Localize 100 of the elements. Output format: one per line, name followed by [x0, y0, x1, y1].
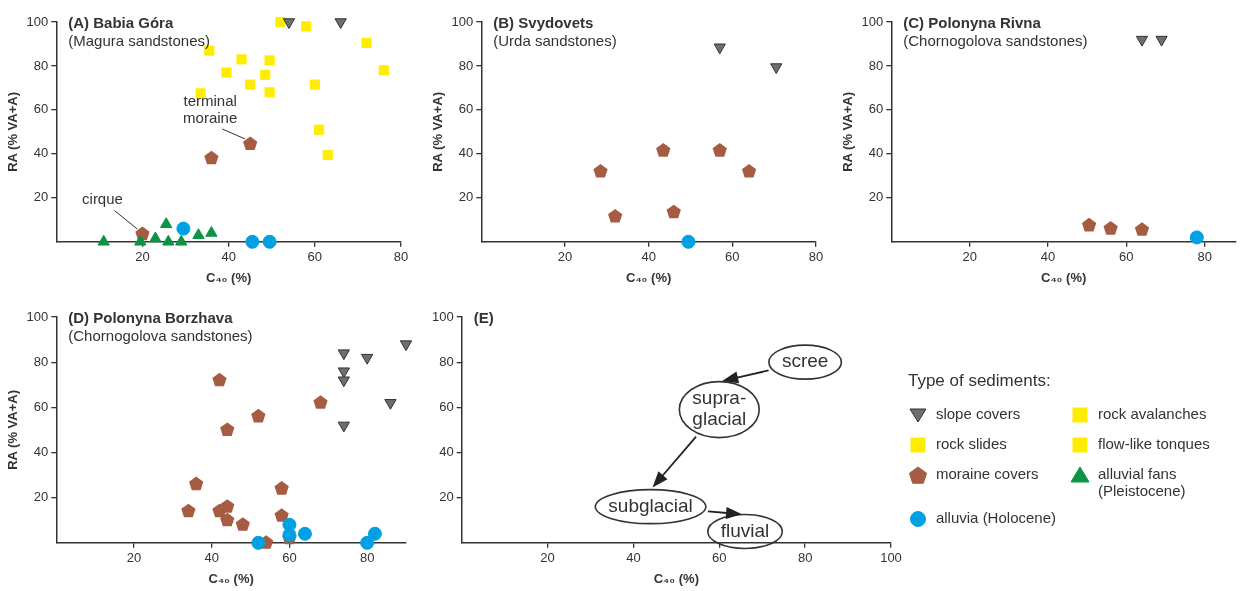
- chart-title: (E): [473, 308, 494, 326]
- y-tick-label: 40: [868, 145, 884, 161]
- point: [1134, 222, 1150, 236]
- point: [1155, 35, 1168, 47]
- x-tick-label: 20: [126, 550, 142, 566]
- point: [205, 226, 218, 237]
- point: [245, 79, 256, 90]
- x-tick-label: 60: [282, 550, 297, 566]
- text: (Urda sandstones): [493, 31, 617, 49]
- x-axis-title: C₄₀ (%): [208, 570, 254, 586]
- x-tick-label: 80: [359, 550, 375, 566]
- y-tick-label: 100: [26, 308, 49, 324]
- y-tick-label: 100: [431, 308, 454, 324]
- point: [301, 21, 312, 32]
- point: [770, 63, 783, 75]
- point: [264, 87, 275, 98]
- point: [251, 408, 266, 423]
- x-axis-title: C₄₀ (%): [1041, 269, 1087, 285]
- text: (Magura sandstones): [68, 31, 211, 49]
- legend-label: flow-like tonques: [1098, 435, 1210, 452]
- point: [189, 476, 204, 491]
- point: [741, 163, 757, 178]
- point: [176, 221, 191, 236]
- legend-label: rock avalanches: [1098, 405, 1207, 422]
- legend-label: slope covers: [935, 405, 1021, 422]
- point: [1189, 230, 1204, 245]
- point: [656, 143, 671, 157]
- y-tick-label: 80: [33, 353, 49, 369]
- y-tick-label: 20: [458, 189, 474, 205]
- point: [236, 54, 247, 65]
- point: [1135, 35, 1149, 47]
- annotation: cirque: [82, 190, 123, 208]
- point: [337, 421, 350, 433]
- point: [360, 535, 375, 550]
- point: [221, 67, 232, 78]
- annotation: subglacial: [608, 494, 693, 516]
- chart-title: (B) Svydovets: [493, 13, 594, 31]
- x-axis-title: C₄₀ (%): [206, 269, 252, 285]
- x-tick-label: 20: [962, 249, 977, 265]
- x-tick-label: 80: [393, 249, 409, 265]
- y-tick-label: 60: [868, 101, 884, 117]
- x-axis-title: C₄₀ (%): [653, 570, 699, 586]
- x-tick-label: 20: [135, 249, 150, 265]
- point: [243, 136, 258, 151]
- point: [681, 234, 696, 249]
- x-tick-label: 60: [712, 550, 727, 566]
- point: [334, 18, 347, 29]
- point: [367, 526, 382, 541]
- y-tick-label: 20: [868, 189, 884, 205]
- point: [314, 124, 325, 135]
- point: [337, 376, 350, 388]
- y-axis-title: RA (% VA+A): [430, 91, 446, 172]
- y-tick-label: 60: [439, 398, 454, 414]
- point: [666, 204, 681, 219]
- point: [204, 150, 219, 165]
- point: [220, 512, 235, 527]
- y-tick-label: 60: [33, 398, 49, 414]
- point: [313, 395, 328, 409]
- y-tick-label: 20: [33, 489, 49, 505]
- point: [282, 18, 296, 29]
- y-axis-title: RA (% VA+A): [5, 389, 21, 470]
- y-tick-label: 60: [458, 101, 474, 117]
- point: [260, 69, 271, 80]
- point: [160, 217, 173, 228]
- x-tick-label: 40: [1040, 249, 1056, 265]
- point: [192, 228, 205, 239]
- point: [378, 65, 389, 76]
- y-tick-label: 60: [33, 101, 49, 117]
- point: [264, 55, 275, 66]
- point: [322, 149, 333, 161]
- text: (Chornogolova sandstones): [68, 326, 253, 344]
- x-tick-label: 40: [641, 249, 656, 265]
- y-tick-label: 80: [868, 57, 884, 73]
- y-tick-label: 20: [439, 489, 454, 505]
- point: [1103, 221, 1118, 235]
- x-tick-label: 80: [797, 550, 813, 566]
- y-tick-label: 20: [33, 189, 49, 205]
- x-tick-label: 40: [626, 550, 641, 566]
- point: [235, 517, 250, 531]
- chart-title: (C) Polonyna Rivna: [903, 13, 1042, 31]
- x-tick-label: 60: [725, 249, 740, 265]
- legend-label: alluvia (Holocene): [935, 509, 1056, 526]
- x-tick-label: 20: [540, 550, 555, 566]
- x-tick-label: 40: [204, 550, 219, 566]
- chart-title: (D) Polonyna Borzhava: [68, 308, 234, 326]
- point: [274, 508, 289, 522]
- point: [297, 526, 312, 541]
- point: [220, 422, 235, 436]
- x-tick-label: 40: [221, 249, 236, 265]
- point: [162, 234, 175, 246]
- point: [361, 37, 372, 48]
- point: [220, 499, 235, 513]
- y-tick-label: 80: [439, 353, 454, 369]
- y-axis-title: RA (% VA+A): [840, 91, 856, 172]
- x-tick-label: 80: [808, 249, 824, 265]
- x-tick-label: 60: [1119, 249, 1134, 265]
- point: [274, 481, 289, 495]
- point: [712, 143, 727, 157]
- x-tick-label: 80: [1197, 249, 1212, 265]
- point: [149, 231, 162, 243]
